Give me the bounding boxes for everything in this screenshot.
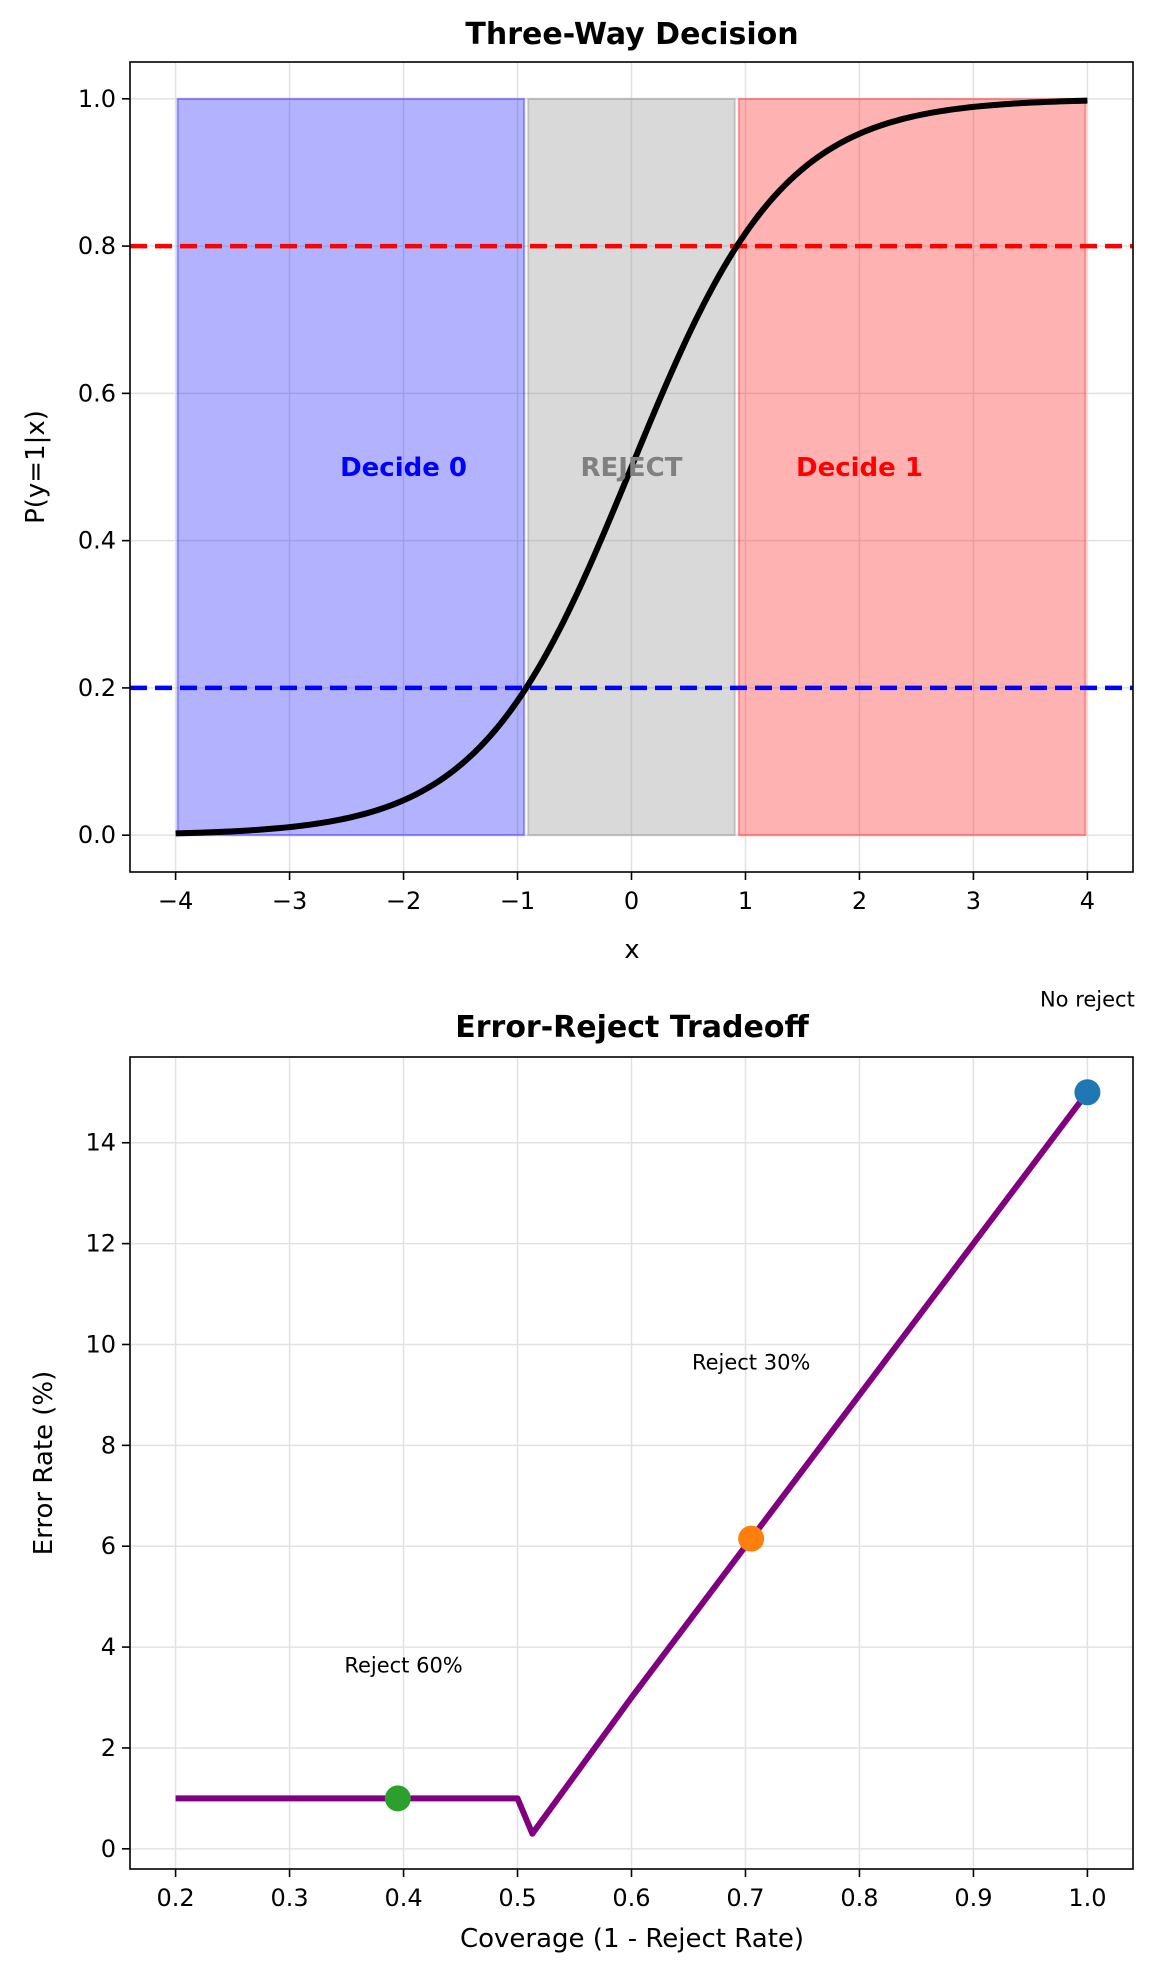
y-tick-label: 0.8 xyxy=(78,232,116,260)
decision-regions xyxy=(176,97,1087,837)
x-tick-label: 0.2 xyxy=(157,1884,195,1912)
x-axis-label: Coverage (1 - Reject Rate) xyxy=(460,1924,804,1954)
y-tick-label: 4 xyxy=(101,1633,116,1661)
x-tick-label: −4 xyxy=(158,887,193,915)
y-tick-label: 0.0 xyxy=(78,821,116,849)
y-tick-label: 0.6 xyxy=(78,379,116,407)
x-tick-label: 1 xyxy=(738,887,753,915)
reject-60-annotation: Reject 60% xyxy=(344,1653,462,1677)
reject-30-annotation: Reject 30% xyxy=(692,1351,810,1375)
tradeoff-curve-group xyxy=(175,1090,1090,1837)
sigmoid-curve xyxy=(175,97,1088,837)
reject-30-point xyxy=(738,1525,765,1552)
y-tick-label: 12 xyxy=(85,1230,116,1258)
x-tick-label: −1 xyxy=(500,887,535,915)
x-tick-label: 0.9 xyxy=(954,1884,992,1912)
x-tick-label: 4 xyxy=(1080,887,1095,915)
y-tick-label: 14 xyxy=(85,1129,116,1157)
error-reject-tradeoff-chart: Error-Reject Tradeoff No reject Reject 30… xyxy=(29,988,1135,1954)
y-axis-label: P(y=1|x) xyxy=(21,410,51,524)
three-way-decision-chart: Three-Way Decision Decide 0 REJECT Decide … xyxy=(21,17,1134,965)
gridlines xyxy=(130,1057,1133,1869)
point-annotations: No reject Reject 30% Reject 60% xyxy=(344,988,1135,1678)
x-tick-label: 2 xyxy=(852,887,867,915)
operating-points xyxy=(384,1079,1101,1812)
x-tick-label: 0.4 xyxy=(384,1884,422,1912)
decide-1-label: Decide 1 xyxy=(796,453,923,483)
x-tick-label: 0.6 xyxy=(612,1884,650,1912)
x-tick-label: 0.5 xyxy=(498,1884,536,1912)
x-tick-label: 3 xyxy=(966,887,981,915)
reject-label: REJECT xyxy=(580,453,682,483)
y-axis-label: Error Rate (%) xyxy=(29,1371,59,1556)
y-tick-label: 2 xyxy=(101,1734,116,1762)
x-tick-label: 0.8 xyxy=(840,1884,878,1912)
sigmoid-curve-group xyxy=(175,97,1088,837)
y-tick-label: 1.0 xyxy=(78,85,116,113)
no-reject-annotation: No reject xyxy=(1040,988,1135,1012)
reject-60-point xyxy=(384,1785,411,1812)
decide-0-label: Decide 0 xyxy=(340,453,467,483)
y-tick-label: 8 xyxy=(101,1431,116,1459)
y-axis-ticks: 0 2 4 6 8 10 12 14 xyxy=(85,1129,130,1863)
x-tick-label: 0.3 xyxy=(270,1884,308,1912)
no-reject-point xyxy=(1074,1079,1101,1106)
x-tick-label: 0 xyxy=(624,887,639,915)
y-tick-label: 0.4 xyxy=(78,527,116,555)
region-labels: Decide 0 REJECT Decide 1 xyxy=(340,453,923,483)
x-tick-label: −2 xyxy=(386,887,421,915)
x-tick-label: 0.7 xyxy=(726,1884,764,1912)
y-tick-label: 0 xyxy=(101,1835,116,1863)
y-tick-label: 6 xyxy=(101,1532,116,1560)
x-axis-label: x xyxy=(624,935,639,965)
threshold-lines xyxy=(130,243,1133,691)
y-axis-ticks: 0.0 0.2 0.4 0.6 0.8 1.0 xyxy=(78,85,130,849)
x-tick-label: 1.0 xyxy=(1068,1884,1106,1912)
chart-title: Three-Way Decision xyxy=(465,17,798,52)
x-axis-ticks: 0.2 0.3 0.4 0.5 0.6 0.7 0.8 0.9 1.0 xyxy=(157,1869,1106,1912)
decide-0-region xyxy=(176,97,526,837)
error-rate-curve xyxy=(175,1090,1090,1837)
decide-1-region xyxy=(737,97,1087,837)
y-tick-label: 0.2 xyxy=(78,674,116,702)
x-axis-ticks: −4 −3 −2 −1 0 1 2 3 4 xyxy=(158,872,1095,915)
chart-title: Error-Reject Tradeoff xyxy=(455,1010,809,1045)
y-tick-label: 10 xyxy=(85,1330,116,1358)
x-tick-label: −3 xyxy=(272,887,307,915)
